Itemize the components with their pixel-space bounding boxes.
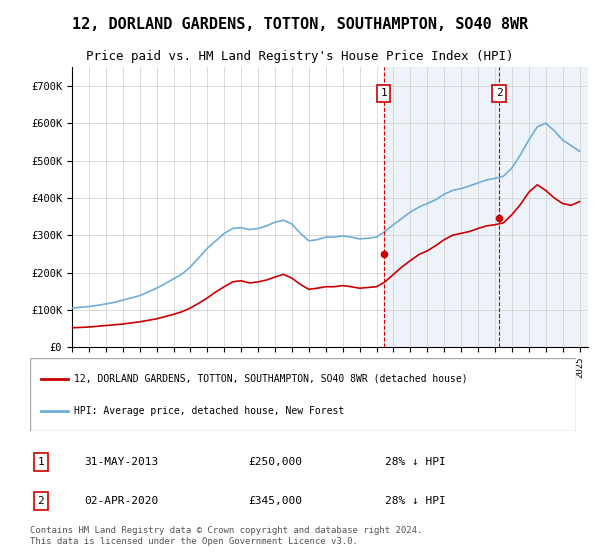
Text: HPI: Average price, detached house, New Forest: HPI: Average price, detached house, New …: [74, 406, 344, 416]
Text: 12, DORLAND GARDENS, TOTTON, SOUTHAMPTON, SO40 8WR: 12, DORLAND GARDENS, TOTTON, SOUTHAMPTON…: [72, 17, 528, 32]
Text: £250,000: £250,000: [248, 457, 302, 467]
Bar: [383, 67, 588, 347]
Text: 28% ↓ HPI: 28% ↓ HPI: [385, 496, 446, 506]
Point: [494, 214, 504, 223]
Text: Contains HM Land Registry data © Crown copyright and database right 2024.
This d: Contains HM Land Registry data © Crown c…: [30, 526, 422, 546]
Text: 12, DORLAND GARDENS, TOTTON, SOUTHAMPTON, SO40 8WR (detached house): 12, DORLAND GARDENS, TOTTON, SOUTHAMPTON…: [74, 374, 467, 384]
Text: 02-APR-2020: 02-APR-2020: [85, 496, 159, 506]
Text: 2: 2: [496, 88, 503, 99]
Text: Price paid vs. HM Land Registry's House Price Index (HPI): Price paid vs. HM Land Registry's House …: [86, 50, 514, 63]
Text: 2: 2: [38, 496, 44, 506]
Text: 1: 1: [38, 457, 44, 467]
FancyBboxPatch shape: [30, 358, 576, 431]
Point: [379, 249, 388, 258]
Text: £345,000: £345,000: [248, 496, 302, 506]
Text: 28% ↓ HPI: 28% ↓ HPI: [385, 457, 446, 467]
Text: 31-MAY-2013: 31-MAY-2013: [85, 457, 159, 467]
Text: 1: 1: [380, 88, 387, 99]
